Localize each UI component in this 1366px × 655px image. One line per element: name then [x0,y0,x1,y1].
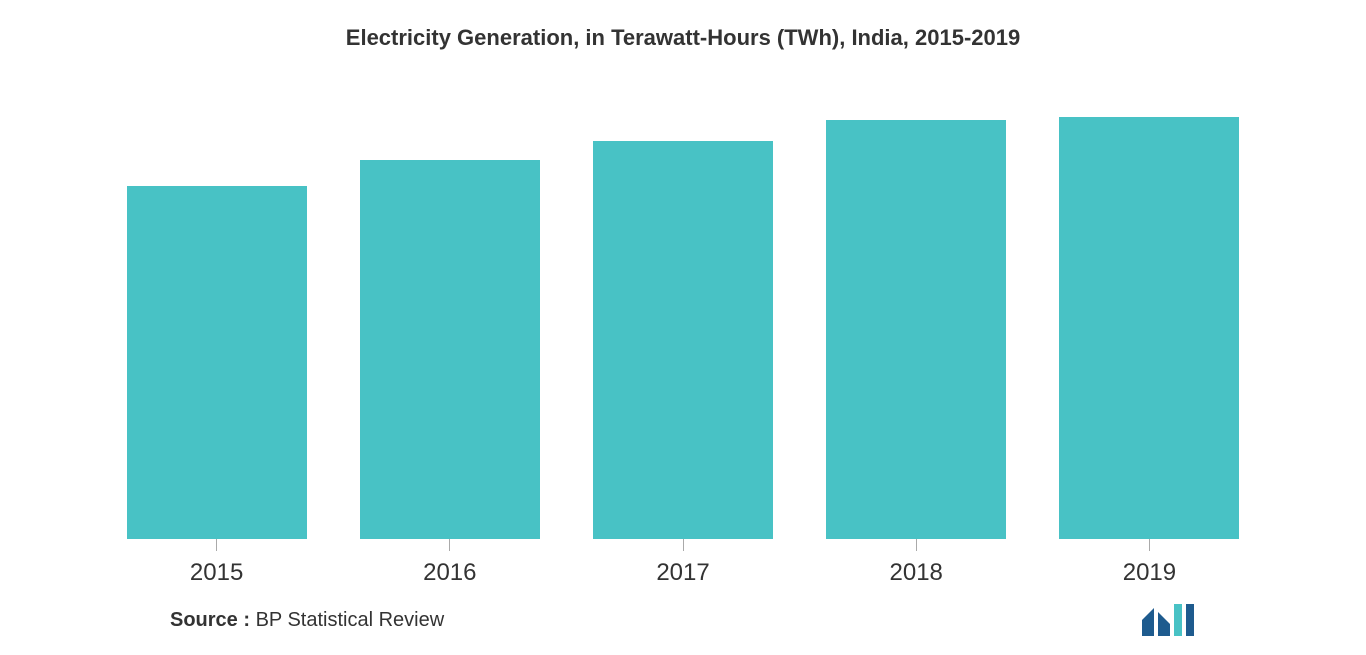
bar-group [333,91,566,551]
mordor-logo-icon [1140,602,1196,638]
bar [826,120,1006,539]
x-axis-label: 2018 [800,559,1033,587]
source-citation: Source : BP Statistical Review [170,609,444,632]
bar [593,141,773,539]
chart-title: Electricity Generation, in Terawatt-Hour… [60,25,1306,51]
bar [127,186,307,539]
bar-group [800,91,1033,551]
chart-plot-area [60,91,1306,551]
x-axis-labels: 20152016201720182019 [60,559,1306,587]
x-axis-label: 2016 [333,559,566,587]
x-axis-label: 2015 [100,559,333,587]
axis-tick [683,539,684,551]
axis-tick [216,539,217,551]
bar-group [100,91,333,551]
x-axis-label: 2019 [1033,559,1266,587]
axis-tick [449,539,450,551]
bar [1059,117,1239,539]
axis-tick [916,539,917,551]
bar [360,160,540,539]
source-value: BP Statistical Review [250,609,444,631]
source-label: Source : [170,609,250,631]
bar-group [1033,91,1266,551]
axis-tick [1149,539,1150,551]
x-axis-label: 2017 [566,559,799,587]
bar-group [566,91,799,551]
footer-row: Source : BP Statistical Review [60,587,1306,638]
